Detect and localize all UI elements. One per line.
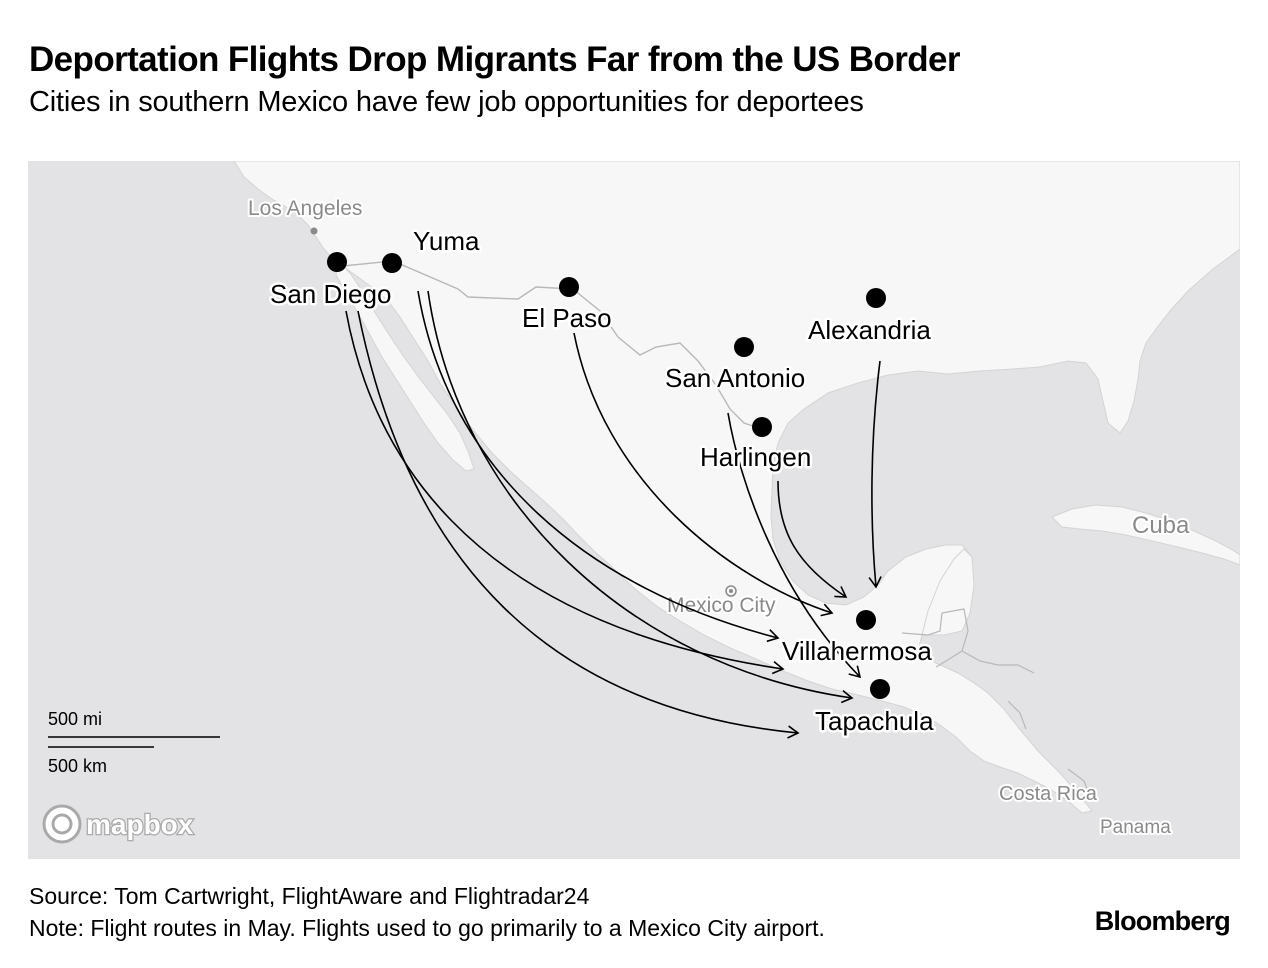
- label-villahermosa: Villahermosa: [782, 636, 932, 666]
- mexico-city-marker: [725, 585, 737, 597]
- dot-harlingen: [752, 417, 772, 437]
- mapbox-logo-icon-inner: [51, 813, 73, 835]
- city-dots: [327, 252, 890, 699]
- footer-notes: Source: Tom Cartwright, FlightAware and …: [29, 880, 825, 944]
- label-tapachula: Tapachula: [815, 706, 934, 736]
- dot-el-paso: [559, 277, 579, 297]
- dot-yuma: [382, 253, 402, 273]
- map-panel: Los Angeles Mexico City Cuba Costa Rica …: [28, 161, 1240, 859]
- dot-san-antonio: [734, 337, 754, 357]
- route-yuma-villahermosa: [417, 290, 780, 643]
- border-central-america: [901, 608, 1093, 802]
- dot-alexandria: [866, 288, 886, 308]
- mexico-city-marker-center: [729, 589, 733, 593]
- dot-san-diego: [327, 252, 347, 272]
- label-costa-rica: Costa Rica: [999, 783, 1098, 805]
- route-el-paso-villahermosa: [573, 332, 834, 617]
- label-panama: Panama: [1100, 817, 1171, 838]
- border-us-mexico: [332, 260, 767, 430]
- city-labels: San Diego Yuma El Paso San Antonio Harli…: [268, 224, 937, 739]
- flight-routes: [345, 290, 882, 739]
- scale-miles-label: 500 mi: [48, 709, 102, 729]
- route-yuma-tapachula: [427, 290, 854, 704]
- mapbox-logo-icon: [42, 804, 82, 844]
- label-yuma: Yuma: [413, 226, 480, 256]
- chart-title: Deportation Flights Drop Migrants Far fr…: [29, 40, 960, 79]
- label-el-paso: El Paso: [522, 303, 612, 333]
- bloomberg-logo: Bloomberg: [1094, 906, 1231, 936]
- scale-bar: 500 mi 500 km: [48, 709, 220, 776]
- route-san-diego-tapachula: [357, 310, 800, 739]
- dot-tapachula: [870, 679, 890, 699]
- land-north-america: [233, 161, 1240, 814]
- route-san-diego-villahermosa: [345, 310, 785, 675]
- reference-labels: Los Angeles Mexico City Cuba Costa Rica …: [246, 195, 1192, 840]
- label-cuba: Cuba: [1132, 512, 1190, 539]
- label-alexandria: Alexandria: [808, 315, 931, 345]
- land-cuba: [1051, 504, 1240, 566]
- label-los-angeles: Los Angeles: [248, 197, 362, 220]
- label-san-antonio: San Antonio: [665, 363, 805, 393]
- route-san-antonio-tapachula: [727, 412, 862, 679]
- route-alexandria-villahermosa: [868, 360, 882, 589]
- scale-km-label: 500 km: [48, 756, 107, 776]
- dot-villahermosa: [856, 610, 876, 630]
- land-baja-california: [335, 259, 475, 472]
- source-note: Source: Tom Cartwright, FlightAware and …: [29, 883, 590, 909]
- route-map: Los Angeles Mexico City Cuba Costa Rica …: [28, 161, 1240, 859]
- route-harlingen-villahermosa: [777, 480, 848, 598]
- chart-subtitle: Cities in southern Mexico have few job o…: [29, 86, 864, 118]
- los-angeles-marker: [310, 227, 318, 235]
- label-harlingen: Harlingen: [700, 442, 811, 472]
- mapbox-logo: mapbox: [42, 804, 195, 844]
- land-yucatan: [921, 548, 975, 636]
- footnote: Note: Flight routes in May. Flights used…: [29, 915, 825, 941]
- mapbox-logo-wordmark: mapbox: [86, 809, 194, 840]
- label-san-diego: San Diego: [270, 279, 391, 309]
